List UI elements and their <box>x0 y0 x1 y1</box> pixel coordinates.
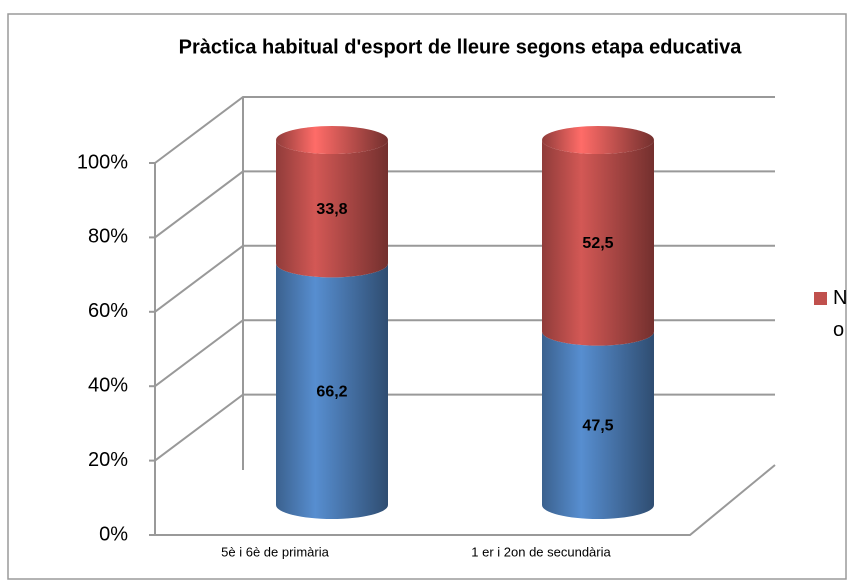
chart-title: Pràctica habitual d'esport de lleure seg… <box>179 36 743 58</box>
floor-edge <box>155 464 776 536</box>
data-label: 33,8 <box>316 201 347 218</box>
x-tick-label: 5è i 6è de primària <box>221 544 329 559</box>
bar-segment <box>542 331 654 519</box>
y-tick-label: 0% <box>99 523 128 545</box>
x-tick-label: 1 er i 2on de secundària <box>471 544 611 559</box>
legend-swatch <box>814 292 827 305</box>
y-tick-label: 60% <box>88 300 128 322</box>
y-tick-label: 20% <box>88 449 128 471</box>
data-label: 52,5 <box>582 235 613 252</box>
data-label: 47,5 <box>582 418 613 435</box>
bar-top <box>276 126 388 154</box>
y-tick-label: 80% <box>88 226 128 248</box>
data-label: 66,2 <box>316 383 347 400</box>
bar-segment <box>542 140 654 346</box>
bar-segment <box>276 140 388 278</box>
y-tick-label: 40% <box>88 374 128 396</box>
y-tick-label: 100% <box>77 151 128 173</box>
legend-label: No <box>833 287 848 341</box>
bar-top <box>542 126 654 154</box>
bar-segment <box>276 263 388 519</box>
chart-border <box>7 13 847 580</box>
grid-line <box>154 96 775 164</box>
